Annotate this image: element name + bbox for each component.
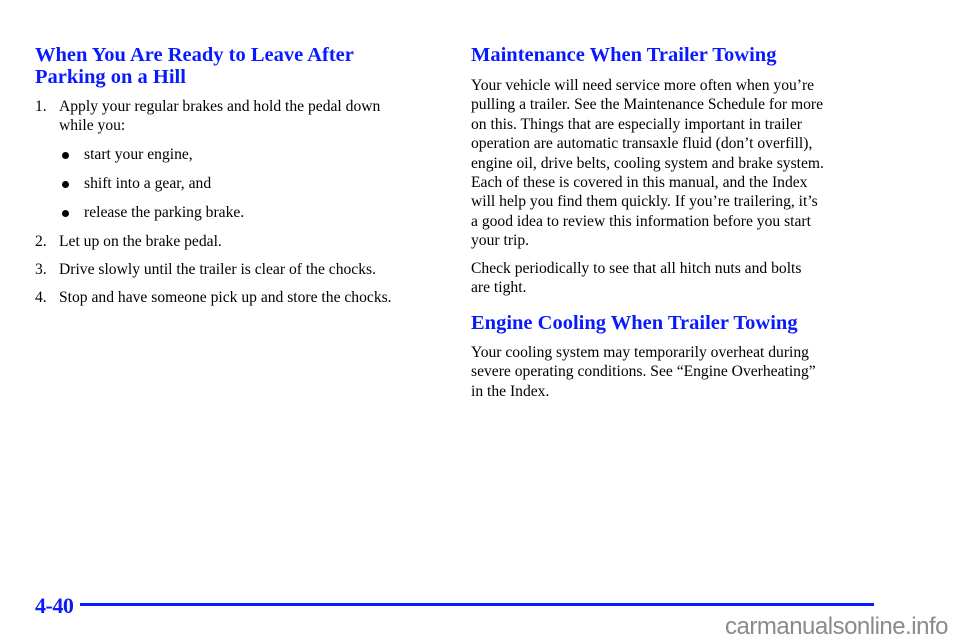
paragraph-line: operation are automatic transaxle fluid …	[471, 135, 813, 153]
paragraph-line: on this. Things that are especially impo…	[471, 115, 802, 133]
section-heading-engine-cooling: Engine Cooling When Trailer Towing	[471, 312, 798, 334]
paragraph-line: your trip.	[471, 232, 530, 250]
bullet-icon	[62, 152, 69, 159]
step-text: Stop and have someone pick up and store …	[59, 289, 392, 306]
page-number: 4-40	[35, 593, 74, 618]
footer-rule	[80, 603, 874, 606]
watermark: carmanualsonline.info	[725, 613, 948, 640]
section-heading-leave-after-parking: When You Are Ready to Leave After Parkin…	[35, 44, 354, 88]
step-number: 3.	[35, 261, 47, 278]
paragraph-line: Each of these is covered in this manual,…	[471, 174, 808, 191]
step-number: 4.	[35, 289, 47, 306]
heading-line: Parking on a Hill	[35, 66, 186, 88]
paragraph-line: will help you find them quickly. If you’…	[471, 193, 818, 211]
heading-line: When You Are Ready to Leave After	[35, 44, 354, 66]
bullet-icon	[62, 181, 69, 188]
paragraph-line: are tight.	[471, 279, 527, 297]
step-text: while you:	[59, 117, 126, 134]
paragraph-line: engine oil, drive belts, cooling system …	[471, 154, 824, 172]
bullet-icon	[62, 210, 69, 217]
step-text: Let up on the brake pedal.	[59, 233, 222, 250]
bullet-text: start your engine,	[84, 146, 193, 163]
paragraph-line: Your cooling system may temporarily over…	[471, 344, 809, 361]
step-number: 2.	[35, 233, 47, 250]
paragraph-line: Your vehicle will need service more ofte…	[471, 77, 815, 94]
paragraph-line: pulling a trailer. See the Maintenance S…	[471, 96, 824, 114]
step-text: Drive slowly until the trailer is clear …	[59, 261, 376, 278]
paragraph-line: severe operating conditions. See “Engine…	[471, 363, 816, 381]
step-number: 1.	[35, 98, 47, 115]
paragraph-line: a good idea to review this information b…	[471, 212, 811, 230]
paragraph-line: in the Index.	[471, 382, 550, 400]
section-heading-maintenance: Maintenance When Trailer Towing	[471, 44, 777, 66]
bullet-text: shift into a gear, and	[84, 175, 212, 192]
step-text: Apply your regular brakes and hold the p…	[59, 98, 381, 115]
paragraph-line: Check periodically to see that all hitch…	[471, 260, 802, 277]
bullet-text: release the parking brake.	[84, 204, 245, 221]
